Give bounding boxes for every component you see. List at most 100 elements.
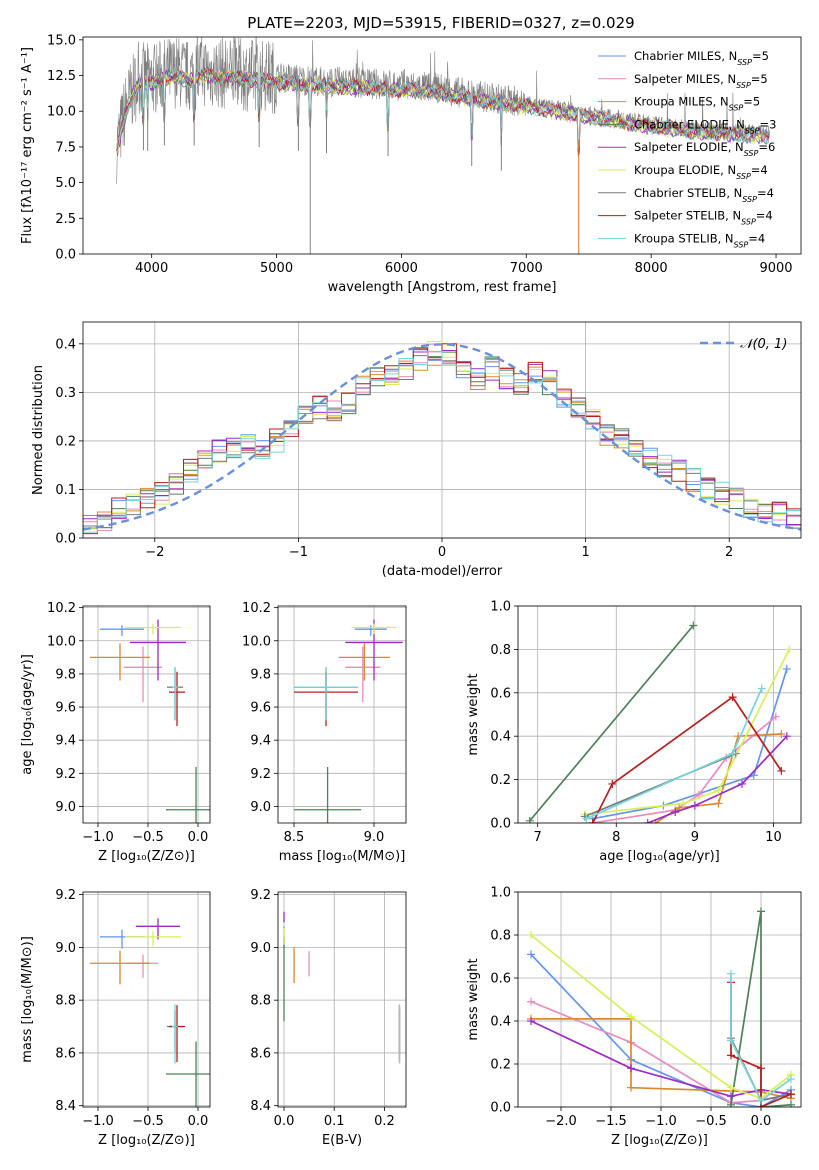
x-tick-label: −1.0 — [82, 1114, 114, 1129]
x-axis-label: age [log₁₀(age/yr)] — [599, 849, 720, 864]
weight-marker — [582, 814, 591, 823]
x-tick-label: 0 — [438, 545, 446, 560]
axes-frame — [277, 605, 407, 824]
y-tick-label: 9.0 — [55, 941, 76, 956]
x-axis-label: Z [log₁₀(Z/Z⊙)] — [98, 849, 195, 864]
y-axis-label: mass [log₁₀(M/M⊙)] — [20, 936, 35, 1063]
legend-label: Salpeter MILES, NSSP=5 — [634, 72, 768, 90]
weight-marker — [527, 931, 535, 939]
weight-marker — [527, 950, 535, 959]
x-tick-label: 6000 — [385, 261, 418, 276]
x-tick-label: −0.5 — [132, 830, 164, 845]
legend-label: Chabrier MILES, NSSP=5 — [634, 49, 769, 67]
model-spectrum-line — [116, 65, 770, 150]
x-tick-label: −1.0 — [82, 830, 114, 845]
weight-marker — [714, 786, 723, 795]
y-tick-label: 10.2 — [242, 601, 271, 616]
y-tick-label: 9.2 — [55, 767, 76, 782]
x-tick-label: 4000 — [135, 261, 168, 276]
weight-marker — [608, 779, 617, 788]
chart-title: PLATE=2203, MJD=53915, FIBERID=0327, z=0… — [247, 14, 634, 32]
mass-vs-age-panel: 8.5 9.0 9.0 9.2 9.4 9.6 9.8 10.0 10.2 mass [log₁₀… — [242, 601, 407, 864]
x-tick-label: −1 — [289, 545, 308, 560]
y-tick-label: 0.8 — [490, 643, 511, 658]
y-axis-label: mass weight — [466, 673, 481, 755]
y-tick-label: 10.0 — [47, 105, 76, 120]
x-tick-label: 8000 — [635, 261, 668, 276]
axes-frame — [82, 36, 802, 255]
weight-marker — [690, 801, 699, 810]
x-tick-label: 9 — [691, 830, 699, 845]
x-tick-label: 5000 — [260, 261, 293, 276]
y-tick-label: 0.4 — [490, 1015, 511, 1030]
ebv-vs-mass-panel: 0.0 0.1 0.2 8.4 8.6 8.8 9.0 9.2 E(B-V) — [250, 888, 407, 1148]
y-tick-label: 2.5 — [55, 212, 76, 227]
legend-label: Kroupa MILES, NSSP=5 — [634, 95, 760, 113]
plot-area — [90, 918, 210, 1107]
weight-marker — [777, 730, 786, 739]
y-tick-label: 0.0 — [55, 532, 76, 547]
weight-marker — [785, 645, 794, 654]
x-tick-label: 7000 — [510, 261, 543, 276]
plot-area — [283, 911, 401, 1064]
weight-line — [730, 973, 792, 1102]
y-tick-label: 8.4 — [55, 1099, 76, 1114]
axes-frame — [82, 321, 802, 539]
y-tick-label: 0.1 — [55, 483, 76, 498]
y-tick-label: 0.6 — [490, 972, 511, 987]
legend-label: Salpeter ELODIE, NSSP=6 — [634, 140, 775, 158]
residual-histogram-panel: −2 −1 0 1 2 0.0 0.1 0.2 0.3 0.4 (data-model)/error… — [31, 321, 802, 579]
axes-frame — [277, 891, 407, 1108]
x-tick-label: 1 — [581, 545, 589, 560]
y-tick-label: 9.0 — [250, 800, 271, 815]
x-tick-label: 2 — [725, 545, 733, 560]
y-axis-label: Flux [fλ10⁻¹⁷ erg cm⁻² s⁻¹ A⁻¹] — [20, 47, 35, 244]
y-tick-label: 10.0 — [47, 634, 76, 649]
gaussian-curve — [83, 343, 801, 531]
y-tick-label: 0.0 — [55, 248, 76, 263]
weight-marker — [787, 1075, 795, 1084]
weight-marker — [714, 799, 723, 808]
axes-frame — [82, 891, 211, 1108]
y-tick-label: 0.0 — [490, 1101, 511, 1116]
x-tick-label: 8 — [612, 830, 620, 845]
y-tick-label: 0.4 — [490, 730, 511, 745]
legend-label: 𝒩(0, 1) — [740, 337, 787, 352]
legend-label: Chabrier ELODIE, NSSP=3 — [634, 117, 776, 135]
plot-area — [527, 907, 795, 1107]
x-axis-label: Z [log₁₀(Z/Z⊙)] — [98, 1133, 195, 1148]
x-tick-label: −1.0 — [645, 1114, 677, 1129]
weight-marker — [643, 819, 652, 823]
weight-marker — [627, 1083, 635, 1092]
plot-area — [90, 619, 210, 823]
legend-label: Kroupa ELODIE, NSSP=4 — [634, 163, 768, 181]
y-tick-label: 9.6 — [250, 701, 271, 716]
x-tick-label: −2 — [145, 545, 164, 560]
weight-line — [592, 668, 788, 820]
y-tick-label: 0.0 — [490, 817, 511, 832]
plot-area — [294, 619, 403, 823]
weight-line — [591, 695, 783, 823]
y-tick-label: 10.0 — [242, 634, 271, 649]
weight-marker — [588, 819, 597, 823]
x-tick-label: 7 — [534, 830, 542, 845]
y-tick-label: 10.2 — [47, 601, 76, 616]
x-tick-label: 0.2 — [374, 1114, 395, 1129]
x-axis-label: Z [log₁₀(Z/Z⊙)] — [611, 1133, 708, 1148]
weight-marker — [782, 664, 791, 673]
weight-marker — [727, 1092, 735, 1101]
weight-marker — [527, 997, 535, 1006]
z-vs-mass-panel: −1.0 −0.5 0.0 8.4 8.6 8.8 9.0 9.2 Z [log₁₀(Z/Z⊙)… — [20, 888, 211, 1148]
y-tick-label: 9.2 — [250, 888, 271, 903]
weight-marker — [627, 1064, 635, 1073]
x-tick-label: −0.5 — [695, 1114, 727, 1129]
x-tick-label: 0.0 — [188, 1114, 209, 1129]
x-tick-label: 8.5 — [284, 830, 305, 845]
spectrum-panel: PLATE=2203, MJD=53915, FIBERID=0327, z=0… — [20, 14, 802, 295]
weight-marker — [757, 907, 765, 916]
y-tick-label: 9.2 — [55, 888, 76, 903]
legend-label: Kroupa STELIB, NSSP=4 — [634, 231, 765, 249]
y-tick-label: 0.4 — [55, 337, 76, 352]
legend-label: Chabrier STELIB, NSSP=4 — [634, 186, 774, 204]
